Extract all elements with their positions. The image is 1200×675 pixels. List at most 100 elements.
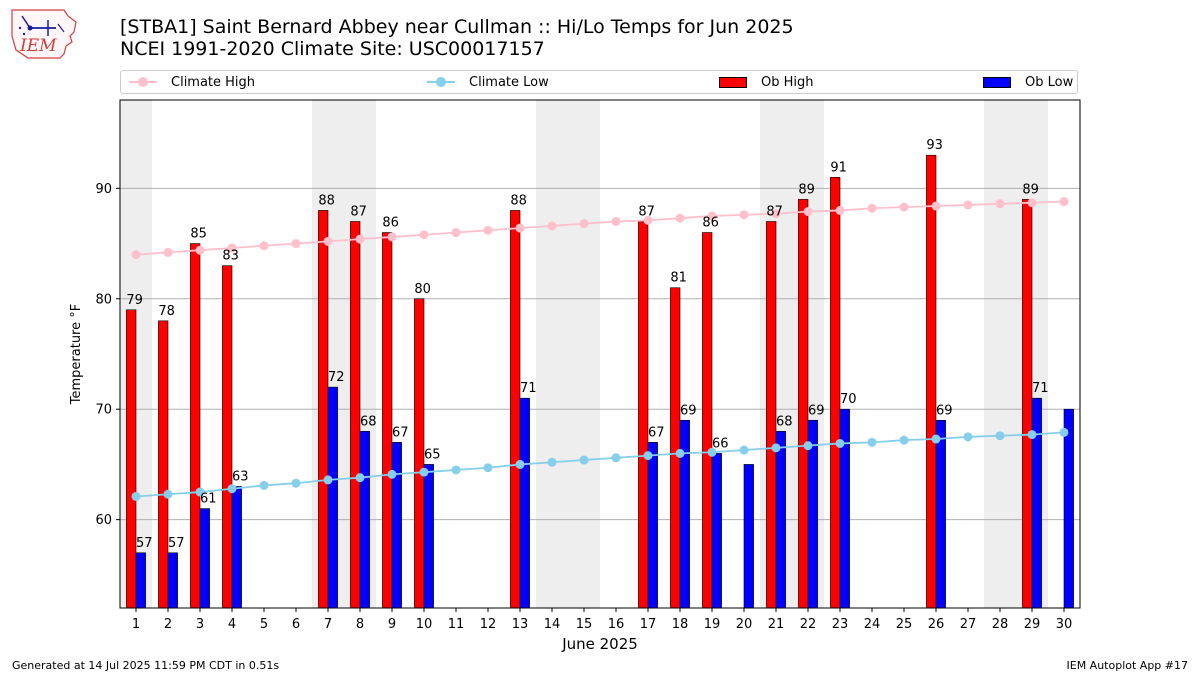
legend-ob-high: Ob High [719, 71, 814, 93]
label-ob-low: 66 [712, 436, 729, 451]
bar-ob-low [679, 419, 690, 609]
legend-climate-high-label: Climate High [171, 74, 256, 90]
legend-climate-low: Climate Low [427, 71, 549, 93]
x-tick-label: 13 [512, 617, 529, 632]
y-axis-label: Temperature °F [69, 304, 84, 405]
climate-low-point [451, 465, 461, 475]
climate-high-point [963, 200, 973, 210]
bar-ob-low [359, 431, 370, 609]
climate-high-point [483, 225, 493, 235]
title-line-1: [STBA1] Saint Bernard Abbey near Cullman… [120, 16, 794, 38]
legend-climate-high: Climate High [129, 71, 255, 93]
climate-high-point [163, 247, 173, 257]
climate-high-point [739, 210, 749, 220]
bar-ob-low [231, 486, 242, 609]
climate-low-point [995, 431, 1005, 441]
climate-low-point [771, 443, 781, 453]
label-ob-low: 68 [776, 414, 793, 429]
bar-ob-low [743, 464, 754, 609]
label-ob-low: 67 [392, 425, 409, 440]
climate-high-point [1059, 197, 1069, 207]
x-tick-label: 15 [576, 617, 593, 632]
legend-ob-high-label: Ob High [761, 74, 814, 90]
label-ob-low: 67 [648, 425, 665, 440]
bar-ob-high [222, 265, 233, 609]
climate-low-point [707, 447, 717, 457]
climate-high-point [611, 216, 621, 226]
label-ob-low: 57 [168, 536, 185, 551]
bar-ob-high [1022, 199, 1033, 609]
x-tick-label: 3 [196, 617, 204, 632]
bar-ob-high [702, 232, 713, 609]
climate-low-point [931, 434, 941, 444]
climate-low-point [515, 459, 525, 469]
climate-high-point [643, 215, 653, 225]
climate-high-point [131, 250, 141, 260]
label-ob-low: 71 [1032, 381, 1049, 396]
label-ob-low: 69 [808, 403, 825, 418]
climate-high-point [419, 230, 429, 240]
x-tick-label: 1 [132, 617, 140, 632]
climate-low-point [547, 457, 557, 467]
x-tick-label: 9 [388, 617, 396, 632]
bar-ob-low [519, 397, 530, 609]
bar-ob-low [1063, 408, 1074, 609]
climate-high-point [355, 234, 365, 244]
legend-climate-high-swatch [129, 77, 157, 87]
bar-ob-low [423, 464, 434, 609]
x-tick-label: 30 [1056, 617, 1073, 632]
legend-climate-low-label: Climate Low [469, 74, 549, 90]
label-ob-low: 57 [136, 536, 153, 551]
climate-low-point [579, 455, 589, 465]
generated-timestamp: Generated at 14 Jul 2025 11:59 PM CDT in… [12, 659, 280, 672]
climate-high-point [835, 205, 845, 215]
x-tick-label: 5 [260, 617, 268, 632]
label-ob-high: 86 [382, 216, 399, 231]
plot-frame [119, 99, 1081, 609]
climate-high-point [579, 219, 589, 229]
climate-low-point [1027, 430, 1037, 440]
x-tick-label: 20 [736, 617, 753, 632]
label-ob-low: 65 [424, 447, 441, 462]
climate-high-point [227, 243, 237, 253]
y-tick-label: 90 [95, 182, 112, 197]
bar-ob-high [638, 221, 649, 609]
bar-ob-low [775, 431, 786, 609]
climate-low-point [355, 473, 365, 483]
climate-high-point [195, 245, 205, 255]
y-tick-label: 60 [95, 513, 112, 528]
bar-ob-low [327, 386, 338, 609]
bar-ob-high [350, 221, 361, 609]
x-tick-label: 28 [992, 617, 1009, 632]
x-tick-label: 8 [356, 617, 364, 632]
climate-high-point [995, 199, 1005, 209]
climate-high-point [323, 236, 333, 246]
weekend-shade [536, 100, 568, 608]
label-ob-high: 86 [702, 216, 719, 231]
bar-ob-high [414, 298, 425, 609]
x-tick-label: 6 [292, 617, 300, 632]
x-tick-label: 21 [768, 617, 785, 632]
bar-ob-low [135, 552, 146, 609]
climate-low-point [387, 469, 397, 479]
bar-ob-low [935, 419, 946, 609]
climate-low-point [643, 451, 653, 461]
bar-ob-high [318, 210, 329, 609]
bar-ob-high [510, 210, 521, 609]
bar-ob-low [199, 508, 210, 609]
label-ob-low: 69 [680, 403, 697, 418]
climate-low-point [291, 478, 301, 488]
bar-ob-high [190, 243, 201, 609]
bar-ob-high [670, 287, 681, 609]
weekend-shade [568, 100, 600, 608]
label-ob-low: 69 [936, 403, 953, 418]
x-tick-label: 26 [928, 617, 945, 632]
x-tick-label: 25 [896, 617, 913, 632]
label-ob-low: 70 [840, 392, 857, 407]
label-ob-high: 87 [638, 204, 655, 219]
x-tick-label: 12 [480, 617, 497, 632]
climate-low-point [163, 489, 173, 499]
legend-ob-low-swatch [983, 76, 1011, 88]
climate-low-point [867, 437, 877, 447]
